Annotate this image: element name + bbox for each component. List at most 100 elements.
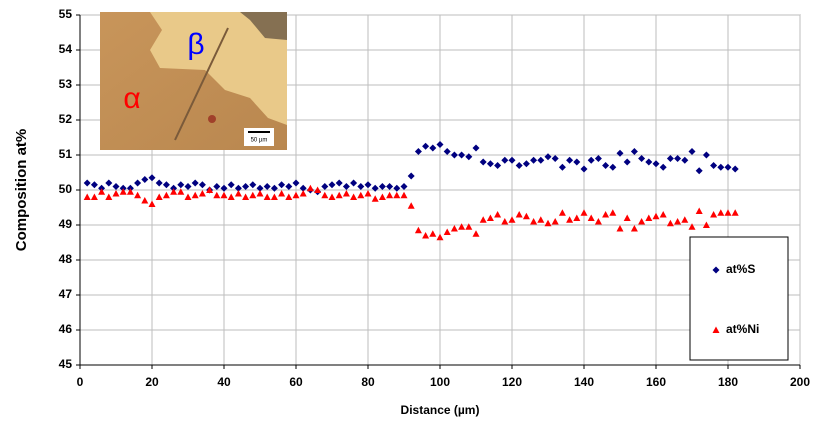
- point: [580, 165, 588, 173]
- point: [479, 216, 487, 223]
- point: [242, 183, 250, 190]
- point: [515, 211, 523, 218]
- point: [249, 191, 257, 199]
- point: [90, 193, 98, 200]
- y-axis-title: Composition at%: [13, 129, 30, 252]
- point: [695, 207, 703, 214]
- x-axis-title: Distance (µm): [401, 403, 480, 417]
- point: [342, 190, 350, 197]
- point: [177, 188, 185, 195]
- x-tick-label: 60: [289, 375, 303, 389]
- point: [450, 151, 458, 159]
- point: [522, 212, 530, 220]
- point: [710, 211, 718, 218]
- point: [357, 191, 365, 199]
- y-tick-label: 55: [59, 7, 73, 21]
- point: [321, 183, 329, 190]
- point: [198, 181, 206, 189]
- legend-label: at%S: [726, 262, 755, 276]
- point: [501, 218, 509, 225]
- y-tick-label: 52: [59, 112, 73, 126]
- point: [486, 214, 494, 221]
- legend-marker: [712, 326, 720, 333]
- point: [314, 186, 322, 193]
- point: [141, 197, 149, 204]
- point: [674, 155, 682, 162]
- y-tick-label: 45: [59, 357, 73, 371]
- point: [105, 193, 113, 200]
- point: [659, 163, 667, 171]
- point: [609, 163, 617, 171]
- y-tick-label: 50: [59, 182, 73, 196]
- x-tick-label: 200: [790, 375, 810, 389]
- point: [400, 191, 408, 199]
- point: [242, 193, 250, 200]
- point: [83, 193, 91, 200]
- point: [544, 153, 552, 161]
- point: [350, 193, 358, 200]
- point: [184, 183, 192, 190]
- point: [371, 184, 379, 192]
- point: [220, 191, 228, 199]
- point: [702, 221, 710, 228]
- point: [702, 151, 710, 159]
- point: [458, 223, 466, 230]
- point: [537, 216, 545, 223]
- point: [256, 190, 264, 197]
- y-tick-label: 48: [59, 252, 73, 266]
- point: [292, 179, 300, 187]
- point: [371, 195, 379, 202]
- point: [717, 163, 725, 171]
- point: [465, 223, 473, 230]
- point: [270, 193, 278, 200]
- point: [573, 158, 581, 166]
- point: [659, 211, 667, 218]
- point: [436, 141, 444, 148]
- point: [162, 181, 170, 189]
- y-tick-label: 47: [59, 287, 73, 301]
- point: [479, 158, 487, 166]
- scratch: [174, 27, 229, 141]
- point: [198, 190, 206, 197]
- point: [501, 156, 509, 164]
- point: [436, 233, 444, 241]
- point: [386, 183, 394, 190]
- point: [472, 230, 480, 237]
- point: [162, 191, 170, 199]
- point: [299, 184, 307, 192]
- point: [422, 232, 430, 239]
- x-tick-label: 20: [145, 375, 159, 389]
- point: [378, 183, 386, 190]
- points: [83, 141, 739, 241]
- y-tick-label: 51: [59, 147, 73, 161]
- x-tick-label: 180: [718, 375, 738, 389]
- point: [414, 148, 422, 155]
- point: [551, 155, 559, 162]
- legend-label: at%Ni: [726, 322, 759, 336]
- point: [184, 193, 192, 200]
- point: [688, 148, 696, 155]
- point: [134, 191, 142, 199]
- point: [364, 190, 372, 197]
- point: [422, 142, 430, 150]
- beta-region: [150, 12, 287, 125]
- point: [717, 209, 725, 216]
- point: [530, 218, 538, 225]
- point: [213, 191, 221, 199]
- point: [364, 181, 372, 189]
- point: [443, 228, 451, 235]
- x-tick-label: 0: [77, 375, 84, 389]
- point: [429, 144, 437, 152]
- point: [508, 216, 516, 223]
- x-tick-label: 80: [361, 375, 375, 389]
- alpha-label: α: [123, 82, 140, 115]
- point: [234, 190, 242, 197]
- spot: [208, 115, 216, 123]
- point: [220, 184, 228, 192]
- x-tick-label: 140: [574, 375, 594, 389]
- point: [378, 193, 386, 200]
- point: [393, 191, 401, 199]
- beta-label: β: [187, 28, 204, 61]
- point: [278, 181, 286, 189]
